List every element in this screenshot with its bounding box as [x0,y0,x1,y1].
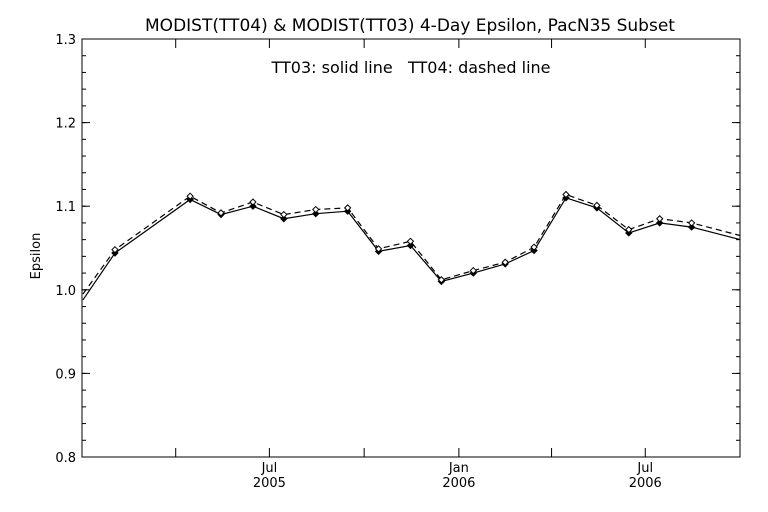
data-point-tt03 [249,202,257,210]
series-line-tt04 [82,193,741,295]
data-point-tt04 [501,258,509,266]
y-axis-label: Epsilon [29,233,44,280]
data-point-tt04 [593,201,601,210]
data-point-tt04 [625,225,633,234]
series-style-annotation: TT03: solid line TT04: dashed line [271,58,551,77]
data-point-tt04 [186,192,194,200]
data-point-tt04 [562,190,570,199]
y-tick-label: 1.1 [55,200,76,215]
data-point-tt03 [280,215,288,223]
data-point-tt03 [312,210,320,218]
x-tick-year-label: 2006 [442,476,475,491]
chart-title: MODIST(TT04) & MODIST(TT03) 4-Day Epsilo… [145,16,675,36]
y-tick-label: 1.3 [55,33,76,48]
data-point-tt04 [280,210,288,219]
y-tick-label: 0.9 [55,367,76,382]
y-tick-label: 1.2 [55,117,76,132]
data-point-tt04 [249,198,257,206]
data-point-tt04 [687,219,696,227]
x-tick-year-label: 2005 [253,476,286,491]
y-tick-label: 1.0 [55,284,76,299]
y-axis-ticks: 0.8 0.9 1.0 1.1 1.2 1.3 [55,33,740,466]
plot-frame [81,38,741,458]
series-layer [82,190,741,301]
x-tick-month-label: Jul [261,461,278,476]
x-tick-year-label: 2006 [629,476,662,491]
data-point-tt04 [217,209,225,217]
series-line-tt03 [82,197,741,301]
data-point-tt04 [437,276,446,284]
data-point-tt04 [655,215,664,223]
data-point-tt04 [312,205,320,214]
data-point-tt03 [655,219,664,227]
data-point-tt04 [406,237,415,246]
data-point-tt04 [374,245,383,253]
y-tick-label: 0.8 [55,451,76,466]
x-tick-month-label: Jan [448,461,469,476]
data-point-tt04 [530,243,538,251]
data-point-tt03 [687,223,696,231]
x-tick-month-label: Jul [636,461,653,476]
data-point-tt04 [469,266,478,275]
data-point-tt04 [343,204,352,212]
data-point-tt04 [111,245,119,254]
